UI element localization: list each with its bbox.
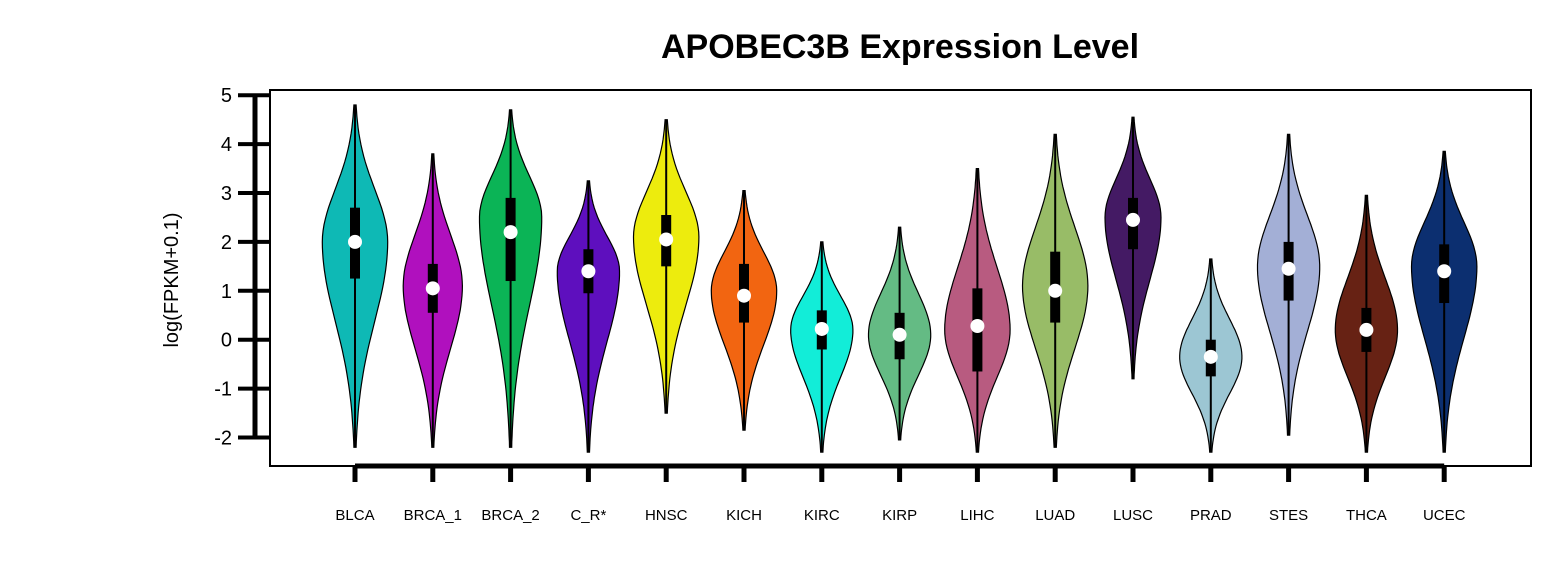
- y-tick-label: -1: [214, 379, 232, 401]
- x-tick-label: KIRP: [882, 507, 917, 524]
- violin-median-point: [1126, 212, 1140, 227]
- x-tick-label: KIRC: [804, 507, 840, 524]
- violin-prad: [1179, 258, 1243, 453]
- y-tick-label: 2: [221, 232, 232, 254]
- violin-blca: [321, 104, 389, 448]
- x-tick-label: THCA: [1346, 507, 1387, 524]
- violin-median-point: [425, 281, 440, 296]
- y-tick-label: 4: [221, 134, 232, 156]
- violin-median-point: [814, 321, 829, 336]
- violin-median-point: [1048, 283, 1063, 298]
- x-tick-label: C_R*: [570, 507, 606, 524]
- violin-median-point: [892, 327, 907, 342]
- violin-iqr-box: [505, 197, 516, 282]
- violins-layer: [321, 104, 1478, 453]
- y-tick-label: 5: [221, 85, 232, 107]
- violin-brca-2: [478, 109, 543, 448]
- x-tick-label: LUSC: [1113, 507, 1153, 524]
- violin-lihc: [944, 168, 1011, 453]
- x-tick-label: UCEC: [1423, 507, 1466, 524]
- violin-ucec: [1410, 150, 1478, 453]
- x-tick-label: BRCA_1: [404, 507, 462, 524]
- violin-luad: [1021, 133, 1089, 448]
- violin-median-point: [1281, 261, 1296, 276]
- violin-kirc: [790, 241, 854, 453]
- violin-lusc: [1104, 116, 1162, 380]
- x-axis: BLCA BRCA_1 BRCA_2 C_R* HNSC KICH KIRC KIRP LIHC…: [335, 463, 1466, 524]
- y-axis-label: log(FPKM+0.1): [161, 212, 183, 347]
- chart-title: APOBEC3B Expression Level: [661, 28, 1139, 66]
- violin-stes: [1256, 133, 1321, 436]
- violin-median-point: [503, 225, 518, 240]
- violin-hnsc: [632, 119, 700, 414]
- violin-median-point: [1359, 322, 1374, 337]
- violin-median-point: [970, 319, 985, 334]
- y-tick-label: -2: [214, 428, 232, 450]
- violin-median-point: [1203, 349, 1218, 364]
- violin-thca: [1334, 194, 1399, 453]
- x-tick-label: STES: [1269, 507, 1308, 524]
- x-tick-label: BLCA: [335, 507, 374, 524]
- violin-median-point: [659, 232, 674, 247]
- y-axis: -2 -1 0 1 2 3 4 5: [214, 85, 270, 450]
- y-tick-label: 1: [221, 281, 232, 303]
- violin-kirp: [867, 226, 932, 441]
- violin-median-point: [1437, 264, 1452, 279]
- violin-c-r-: [556, 180, 621, 453]
- x-tick-label: LIHC: [960, 507, 994, 524]
- y-tick-label: 0: [221, 330, 232, 352]
- x-tick-label: PRAD: [1190, 507, 1232, 524]
- violin-brca-1: [402, 153, 464, 448]
- y-tick-label: 3: [221, 183, 232, 205]
- x-tick-label: KICH: [726, 507, 762, 524]
- violin-kich: [710, 190, 778, 431]
- x-tick-label: LUAD: [1035, 507, 1075, 524]
- violin-median-point: [348, 234, 362, 249]
- x-tick-label: BRCA_2: [481, 507, 539, 524]
- x-tick-label: HNSC: [645, 507, 688, 524]
- violin-median-point: [737, 288, 751, 303]
- violin-median-point: [581, 264, 596, 279]
